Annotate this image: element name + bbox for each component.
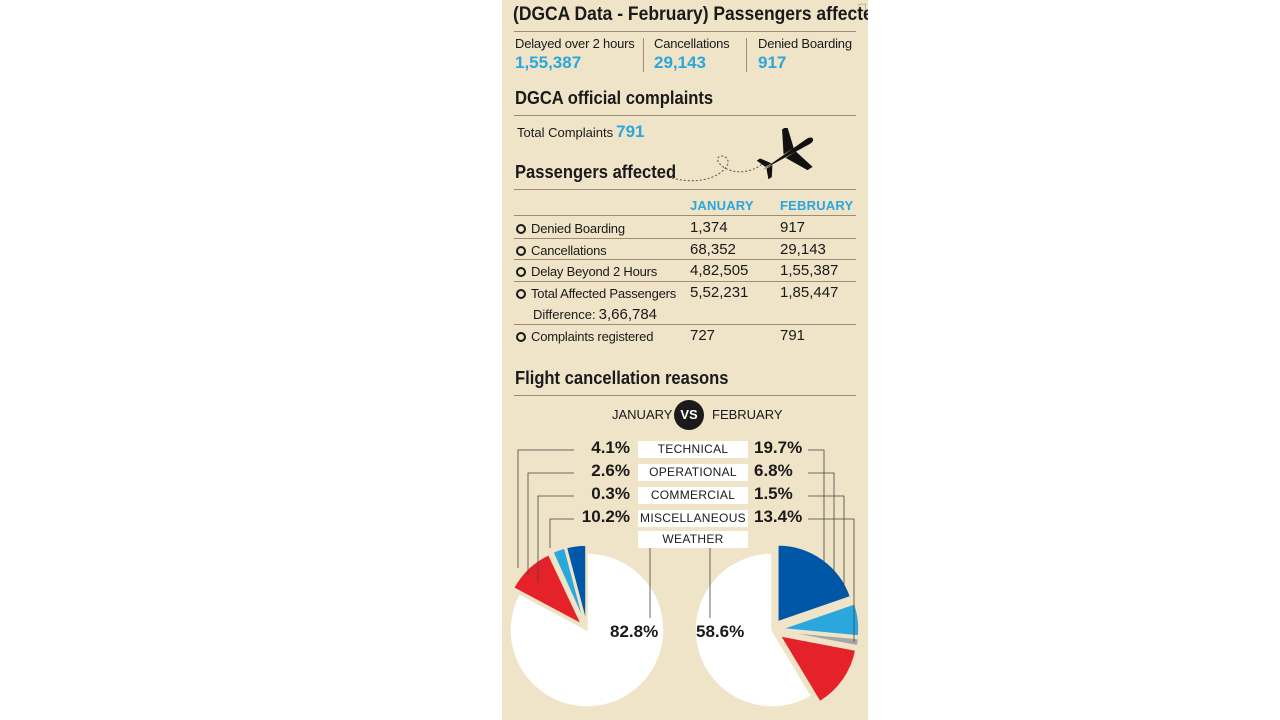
row-january: 4,82,505 <box>690 262 749 279</box>
difference-value: 3,66,784 <box>598 306 658 323</box>
difference-line: Difference: 3,66,784 <box>533 306 657 323</box>
stat-denied-label: Denied Boarding <box>758 36 852 51</box>
january-pct-technical: 4.1% <box>591 438 630 457</box>
stat-divider <box>643 38 644 72</box>
pie-slice-february-operational <box>781 602 860 637</box>
compare-header: JANUARY VS FEBRUARY <box>502 400 868 430</box>
corner-mark: □ <box>858 0 866 14</box>
leader-line <box>808 449 825 562</box>
chart-title: Flight cancellation reasons <box>515 368 729 388</box>
february-pct-operational: 6.8% <box>754 461 793 480</box>
row-label: Complaints registered <box>531 329 654 344</box>
row-february: 1,85,447 <box>780 284 839 301</box>
airplane-icon <box>671 128 814 182</box>
complaints-rule <box>514 115 856 116</box>
row-label: Delay Beyond 2 Hours <box>531 264 658 279</box>
row-february: 1,55,387 <box>780 262 839 279</box>
table-rule <box>514 259 856 260</box>
reason-label-miscellaneous: MISCELLANEOUS <box>638 510 748 527</box>
pie-main-pct-january: 82.8% <box>610 622 659 641</box>
february-pct-commercial: 1.5% <box>754 484 793 503</box>
row-january: 68,352 <box>690 241 736 258</box>
pie-slice-january-miscellaneous <box>512 553 584 626</box>
bullet-icon <box>516 224 526 234</box>
bullet-icon <box>516 267 526 277</box>
pie-slice-january-technical <box>565 544 587 623</box>
stat-denied-value: 917 <box>758 53 787 72</box>
table-rule <box>514 238 856 239</box>
stat-cancellations: Cancellations 29,143 <box>654 36 730 73</box>
stat-delayed-value: 1,55,387 <box>515 53 582 72</box>
total-complaints-value: 791 <box>616 122 645 141</box>
row-february: 917 <box>780 219 806 236</box>
stat-delayed-label: Delayed over 2 hours <box>515 36 635 51</box>
reason-label-commercial: COMMERCIAL <box>638 487 748 504</box>
stat-denied: Denied Boarding 917 <box>758 36 852 73</box>
difference-label: Difference: <box>533 307 596 322</box>
affected-title: Passengers affected <box>515 162 677 182</box>
table-rule <box>514 324 856 325</box>
stat-divider <box>746 38 747 72</box>
pie-slice-february-miscellaneous <box>778 634 857 703</box>
leader-line <box>808 495 845 598</box>
leader-line <box>527 472 574 575</box>
bullet-icon <box>516 246 526 256</box>
reason-label-technical: TECHNICAL <box>638 441 748 458</box>
col-january: JANUARY <box>690 198 754 213</box>
february-pct-technical: 19.7% <box>754 438 803 457</box>
pie-slice-january-weather <box>509 552 665 708</box>
vs-badge: VS <box>674 400 704 430</box>
row-label: Denied Boarding <box>531 221 625 236</box>
stat-delayed: Delayed over 2 hours 1,55,387 <box>515 36 635 73</box>
january-pct-miscellaneous: 10.2% <box>581 507 630 526</box>
row-label: Total Affected Passengers <box>531 286 677 301</box>
table-row: Complaints registered 727 791 <box>516 327 856 347</box>
row-january: 727 <box>690 327 716 344</box>
pie-slice-january-commercial <box>549 551 585 624</box>
table-row: Denied Boarding 1,374 917 <box>516 219 856 239</box>
headline-rule <box>514 31 856 32</box>
pie-main-pct-february: 58.6% <box>696 622 745 641</box>
reason-label-weather: WEATHER <box>638 531 748 548</box>
compare-right: FEBRUARY <box>712 407 783 422</box>
stat-cancellations-value: 29,143 <box>654 53 706 72</box>
complaints-title: DGCA official complaints <box>515 88 714 108</box>
january-pct-operational: 2.6% <box>591 461 630 480</box>
row-label: Cancellations <box>531 243 607 258</box>
pie-slice-february-commercial <box>781 630 860 647</box>
bullet-icon <box>516 289 526 299</box>
stat-cancellations-label: Cancellations <box>654 36 730 51</box>
total-complaints: Total Complaints 791 <box>517 122 644 142</box>
leader-line <box>808 518 855 642</box>
table-row: Cancellations 68,352 29,143 <box>516 241 856 261</box>
bullet-icon <box>516 332 526 342</box>
january-pct-commercial: 0.3% <box>591 484 630 503</box>
col-february: FEBRUARY <box>780 198 854 213</box>
row-february: 29,143 <box>780 241 826 258</box>
compare-left: JANUARY <box>612 407 673 422</box>
table-rule <box>514 215 856 216</box>
pie-slice-february-technical <box>777 544 852 623</box>
leader-line <box>517 449 574 568</box>
february-pct-miscellaneous: 13.4% <box>754 507 803 526</box>
row-january: 1,374 <box>690 219 728 236</box>
affected-rule <box>514 189 856 190</box>
reason-label-operational: OPERATIONAL <box>638 464 748 481</box>
leader-line <box>808 472 835 578</box>
leader-line <box>537 495 574 582</box>
chart-title-rule <box>514 395 856 396</box>
pie-slice-february-weather <box>694 552 813 708</box>
row-january: 5,52,231 <box>690 284 749 301</box>
table-rule <box>514 281 856 282</box>
leader-line <box>549 518 574 548</box>
table-row: Total Affected Passengers 5,52,231 1,85,… <box>516 284 856 304</box>
row-february: 791 <box>780 327 806 344</box>
pie-charts <box>509 449 860 708</box>
headline: (DGCA Data - February) Passengers affect… <box>513 4 868 25</box>
table-row: Delay Beyond 2 Hours 4,82,505 1,55,387 <box>516 262 856 282</box>
total-complaints-label: Total Complaints <box>517 125 614 140</box>
infographic-panel: □ (DGCA Data - February) Passengers affe… <box>502 0 868 720</box>
